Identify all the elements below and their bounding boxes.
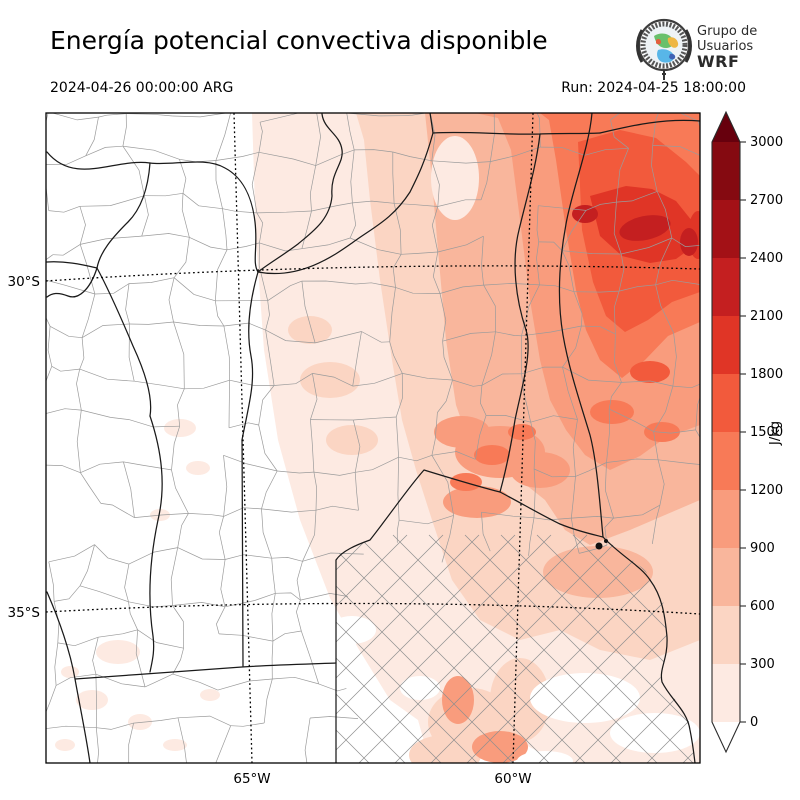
colorbar-tick: 1200 [750, 483, 783, 498]
colorbar-under-arrow [712, 722, 740, 752]
colorbar-segment [712, 548, 740, 606]
colorbar-tick: 0 [750, 715, 758, 730]
lon-label-60w: 60°W [494, 771, 531, 787]
colorbar-tick: 2100 [750, 309, 783, 324]
valid-time-label: 2024-04-26 00:00:00 ARG [50, 80, 234, 96]
colorbar-tick: 3000 [750, 135, 783, 150]
wrf-logo-globe-icon [636, 18, 692, 80]
colorbar-tick: 1500 [750, 425, 783, 440]
map-frame [45, 112, 701, 764]
lat-label-30s: 30°S [8, 274, 41, 290]
colorbar-segment [712, 142, 740, 200]
run-time-label: Run: 2024-04-25 18:00:00 [561, 80, 746, 96]
colorbar-tick: 300 [750, 657, 775, 672]
province-borders [46, 113, 700, 763]
colorbar-tick: 2400 [750, 251, 783, 266]
colorbar-tick: 600 [750, 599, 775, 614]
colorbar-segment [712, 606, 740, 664]
colorbar-tick: 2700 [750, 193, 783, 208]
colorbar-over-arrow [712, 112, 740, 142]
colorbar-unit-label: J/kg [768, 421, 783, 446]
logo-line-2: Usuarios [697, 39, 754, 54]
lat-label-35s: 35°S [8, 605, 41, 621]
colorbar-segment [712, 316, 740, 374]
colorbar-tick: 1800 [750, 367, 783, 382]
page-title: Energía potencial convectiva disponible [50, 26, 548, 55]
colorbar-segment [712, 664, 740, 722]
colorbar: 0 300 600 900 1200 1500 1800 2100 2400 2… [711, 110, 783, 754]
cape-field [55, 113, 700, 763]
graticule [46, 113, 700, 763]
colorbar-tick: 900 [750, 541, 775, 556]
colorbar-tick-marks [740, 141, 746, 723]
colorbar-segment [712, 432, 740, 490]
colorbar-segment [712, 490, 740, 548]
wrf-logo-text: Grupo de Usuarios WRF [697, 24, 758, 71]
lon-label-65w: 65°W [233, 771, 270, 787]
logo-line-1: Grupo de [697, 24, 758, 39]
department-borders-mesh [46, 113, 700, 763]
colorbar-segment [712, 258, 740, 316]
logo-line-3: WRF [697, 52, 740, 71]
colorbar-segment [712, 200, 740, 258]
buenos-aires-partidos-mesh [336, 534, 695, 763]
colorbar-segment [712, 374, 740, 432]
